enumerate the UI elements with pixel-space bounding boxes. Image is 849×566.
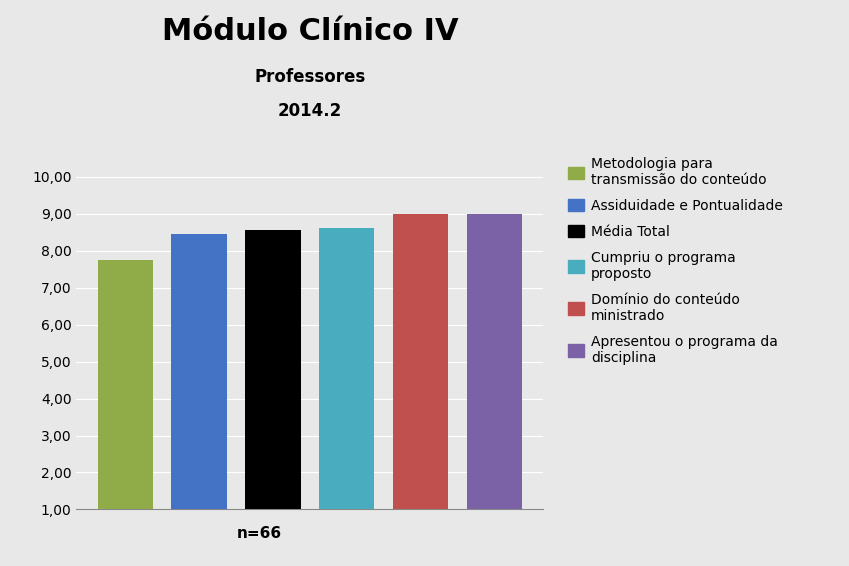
Text: 2014.2: 2014.2 — [278, 102, 342, 120]
Bar — [98, 260, 153, 509]
Legend: Metodologia para
transmissão do conteúdo, Assiduidade e Pontualidade, Média Tota: Metodologia para transmissão do conteúdo… — [562, 152, 789, 370]
Bar — [245, 230, 301, 509]
Bar — [171, 234, 227, 509]
Bar — [467, 214, 522, 509]
Text: Professores: Professores — [254, 68, 366, 86]
Bar — [319, 228, 374, 509]
Text: Módulo Clínico IV: Módulo Clínico IV — [161, 17, 458, 46]
Text: n=66: n=66 — [236, 525, 282, 541]
Bar — [393, 214, 448, 509]
